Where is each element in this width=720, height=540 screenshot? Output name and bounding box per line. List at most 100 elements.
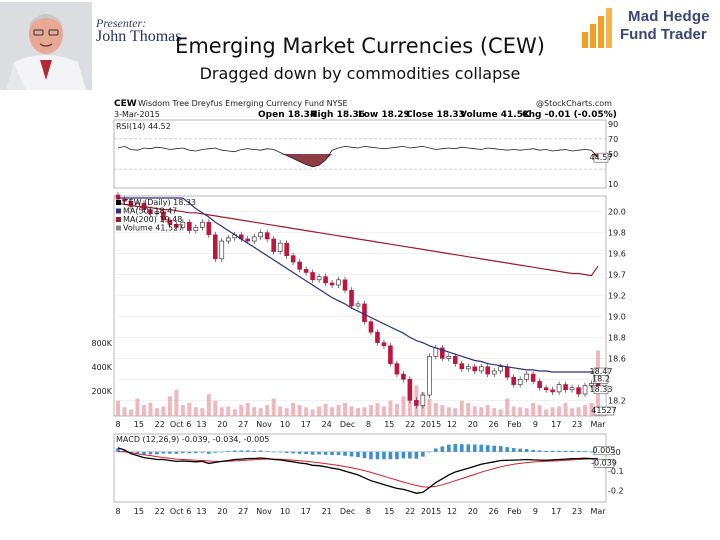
x-tick-label-top: 17 [551, 420, 561, 429]
volume-bar [368, 405, 373, 416]
price-candle [388, 345, 393, 364]
chart-volume: Volume 41.5K [460, 110, 531, 120]
price-candle [128, 200, 134, 207]
volume-bar [284, 408, 289, 416]
volume-bar [128, 409, 133, 416]
volume-bar [252, 407, 257, 416]
volume-bar [200, 408, 205, 416]
price-marker-box [593, 385, 609, 395]
volume-tick-label: 400K [91, 363, 112, 372]
volume-bar [167, 396, 172, 416]
x-tick-label-bottom: 22 [155, 507, 165, 516]
volume-bar [362, 407, 367, 416]
x-tick-label-bottom: 8 [115, 507, 120, 516]
macd-histogram-bar [576, 450, 581, 452]
macd-histogram-bar [524, 449, 529, 452]
macd-histogram-bar [317, 451, 321, 455]
legend-entry: Volume 41,527 [123, 224, 183, 233]
macd-histogram-bar [466, 444, 471, 452]
volume-bar [193, 407, 198, 416]
rsi-tick-label: 70 [608, 135, 618, 144]
price-marker-label: 18.47 [590, 367, 613, 376]
volume-bar [258, 408, 263, 416]
macd-histogram-bar [570, 450, 574, 452]
x-tick-label-top: Oct 6 [170, 420, 191, 429]
rsi-label: RSI(14) 44.52 [116, 122, 171, 131]
chart-fund-name: Wisdom Tree Dreyfus Emerging Currency Fu… [138, 99, 348, 108]
volume-bar [330, 407, 335, 416]
price-candle [148, 209, 153, 215]
price-candle [472, 366, 478, 372]
chart-source: @StockCharts.com [536, 99, 612, 108]
price-candle [401, 373, 406, 380]
ma50-line [118, 197, 598, 373]
legend-swatch [116, 217, 121, 222]
price-candle [271, 238, 276, 252]
volume-marker-box [593, 406, 615, 416]
macd-histogram-bar [369, 451, 373, 460]
macd-histogram-bar [194, 451, 198, 454]
volume-bar [459, 400, 464, 416]
price-candle [122, 198, 127, 202]
volume-bar [433, 402, 438, 416]
macd-histogram-bar [362, 451, 367, 459]
volume-bar [557, 406, 562, 416]
x-tick-label-bottom: 13 [196, 507, 206, 516]
x-tick-label-bottom: 10 [280, 507, 290, 516]
volume-bar [375, 402, 380, 416]
legend-swatch [116, 208, 121, 214]
macd-histogram-bar [219, 451, 224, 453]
logo-text-line1: Mad Hedge [628, 8, 710, 25]
rsi-panel [113, 119, 607, 189]
price-candle [193, 227, 199, 231]
price-candle [258, 232, 264, 238]
price-candle [407, 379, 413, 401]
price-candle [336, 279, 341, 286]
price-candle [446, 355, 452, 359]
macd-histogram-bar [583, 451, 587, 452]
chart-close: Close 18.33 [406, 110, 465, 120]
price-candle [563, 384, 568, 391]
x-tick-label-top: 22 [155, 420, 165, 429]
volume-bar [498, 409, 503, 416]
macd-histogram-bar [563, 450, 568, 452]
x-tick-label-bottom: 26 [489, 507, 499, 516]
volume-bar [453, 408, 458, 416]
price-candle [465, 366, 471, 370]
macd-histogram-bar [310, 451, 315, 455]
macd-histogram-bar [330, 451, 334, 456]
chart-date: 3-Mar-2015 [114, 110, 160, 119]
chart-low: Low 18.29 [358, 110, 410, 120]
x-tick-label-bottom: 17 [551, 507, 561, 516]
volume-bar [381, 406, 386, 416]
price-candle [452, 355, 458, 364]
macd-histogram-bar [479, 444, 484, 452]
volume-bar [206, 394, 211, 416]
price-tick-label: 18.2 [608, 396, 626, 405]
chart-high: High 18.36 [310, 110, 365, 120]
chart-open: Open 18.34 [258, 110, 316, 120]
x-tick-label-bottom: 9 [533, 507, 538, 516]
price-candle [582, 385, 588, 395]
chart-change: Chg -0.01 (-0.05%) [522, 110, 617, 120]
macd-histogram-bar [492, 445, 497, 452]
macd-histogram-bar [440, 446, 445, 452]
price-candle [200, 221, 205, 228]
volume-bar [336, 405, 341, 416]
macd-tick-label: -0.1 [608, 467, 624, 476]
slide-title: Emerging Market Currencies (CEW) [175, 34, 545, 58]
macd-histogram-bar [343, 451, 347, 456]
ma200-line [117, 202, 599, 277]
price-tick-label: 19.6 [608, 250, 626, 259]
volume-bar [265, 405, 270, 416]
legend-entry: CEW (Daily) 18.33 [123, 198, 196, 207]
price-candle [167, 219, 173, 225]
x-tick-label-top: Dec [340, 420, 355, 429]
price-candle [323, 276, 328, 284]
volume-bar [180, 405, 185, 416]
x-tick-label-top: 13 [196, 420, 206, 429]
volume-bar [213, 400, 218, 416]
x-tick-label-top: 8 [115, 420, 120, 429]
volume-bar [349, 406, 354, 416]
